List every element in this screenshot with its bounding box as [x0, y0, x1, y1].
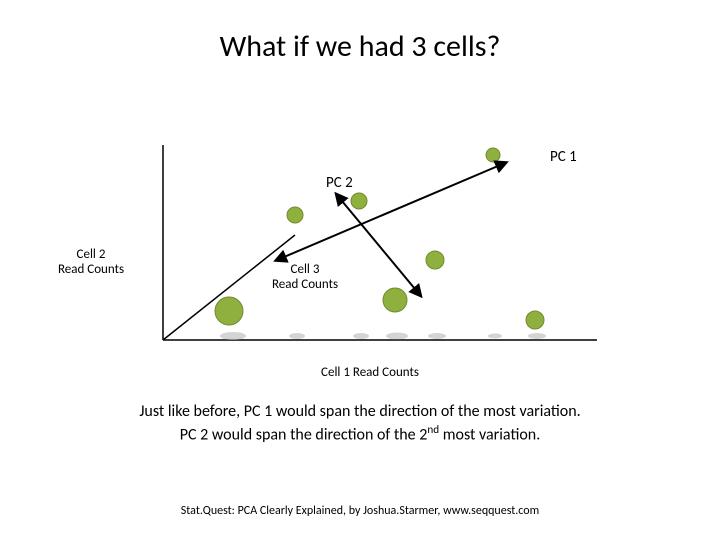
- pc2-label: PC 2: [326, 174, 353, 192]
- slide-title: What if we had 3 cells?: [0, 28, 720, 65]
- slide-caption: Just like before, PC 1 would span the di…: [0, 402, 720, 446]
- y-axis-label: Cell 2Read Counts: [56, 248, 126, 278]
- plot-svg: [145, 135, 615, 355]
- scatter-3d-plot: [145, 135, 615, 355]
- pc2-arrow: [337, 195, 420, 295]
- z-axis-label: Cell 3Read Counts: [265, 263, 345, 293]
- slide-footer: Stat.Quest: PCA Clearly Explained, by Jo…: [0, 504, 720, 518]
- point-shadows: [220, 332, 546, 340]
- data-points: [215, 148, 544, 329]
- pc1-label: PC 1: [550, 148, 577, 166]
- x-axis-label: Cell 1 Read Counts: [310, 366, 430, 381]
- pc1-arrow: [277, 163, 505, 260]
